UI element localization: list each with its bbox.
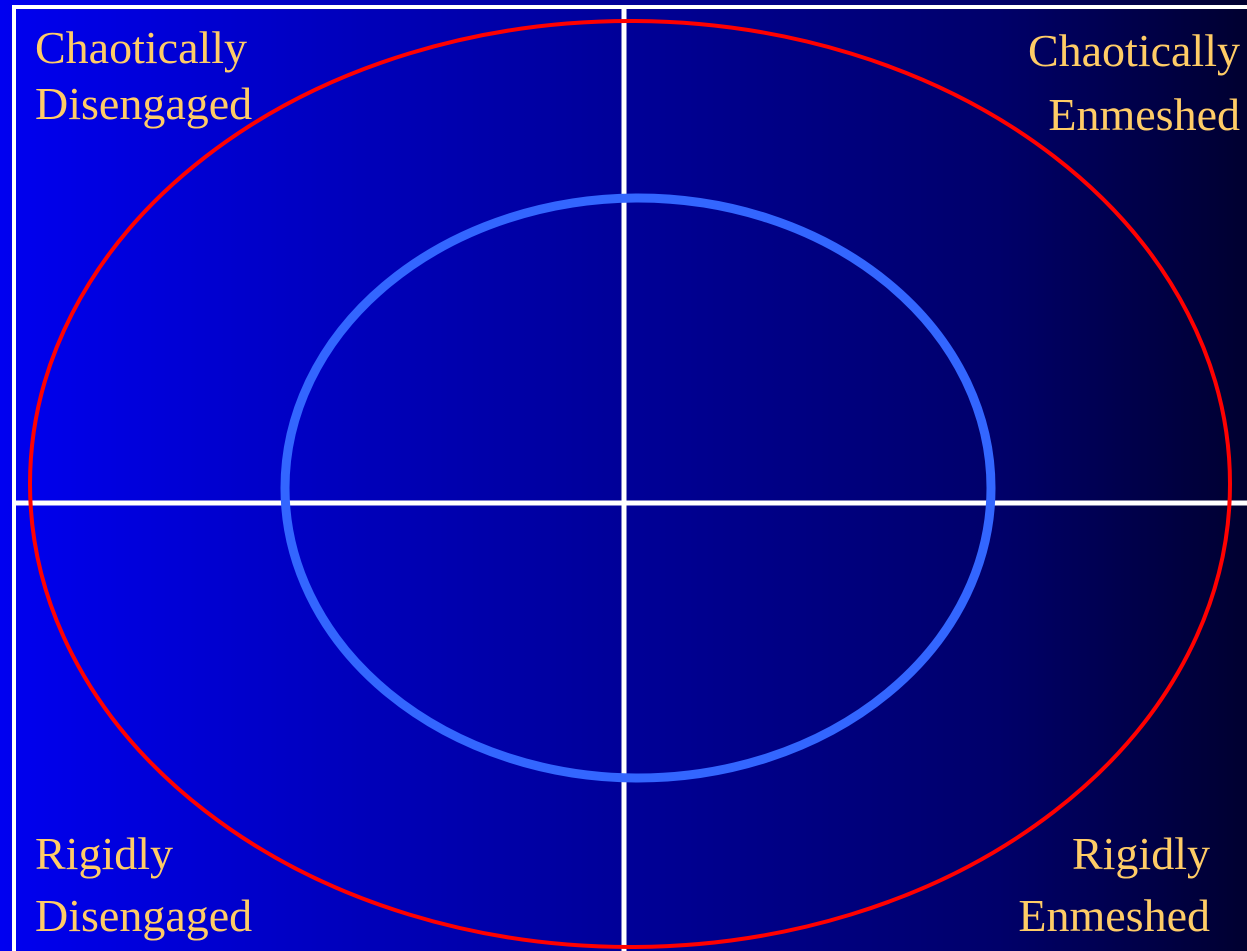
quadrant-label-chaotically-disengaged: Chaotically Disengaged — [35, 25, 252, 127]
label-line: Rigidly — [35, 828, 174, 879]
label-line: Enmeshed — [1018, 890, 1210, 941]
outer-ellipse — [28, 19, 1232, 949]
quadrant-label-rigidly-disengaged: Rigidly Disengaged — [35, 831, 252, 939]
label-line: Enmeshed — [1048, 89, 1240, 140]
quadrant-label-rigidly-enmeshed: Rigidly Enmeshed — [1018, 831, 1210, 939]
label-line: Rigidly — [1071, 828, 1210, 879]
label-line: Chaotically — [35, 22, 248, 73]
inner-ellipse — [280, 193, 996, 783]
label-line: Disengaged — [35, 78, 253, 129]
label-line: Chaotically — [1027, 25, 1240, 76]
label-line: Disengaged — [35, 890, 253, 941]
quadrant-label-chaotically-enmeshed: Chaotically Enmeshed — [1028, 28, 1240, 138]
